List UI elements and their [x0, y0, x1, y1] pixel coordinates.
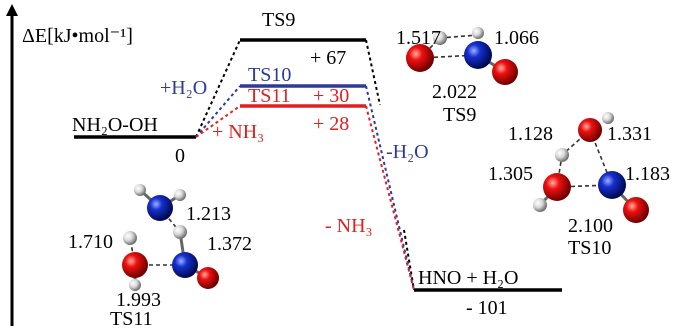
atom [122, 252, 148, 278]
level-energy: 0 [175, 145, 185, 167]
atom [147, 195, 173, 221]
level-label: TS9 [262, 9, 295, 31]
atom [623, 197, 649, 223]
distance: 1.331 [607, 123, 652, 145]
distance: 1.128 [508, 123, 553, 145]
level-energy: + 28 [313, 113, 349, 135]
annotation: + NH₃ [212, 121, 264, 143]
annotation: - NH₃ [325, 215, 373, 237]
distance: 1.710 [68, 231, 113, 253]
diagram-line [6, 4, 18, 16]
distance: 1.066 [494, 27, 539, 49]
distance: 1.517 [396, 27, 441, 49]
atom [134, 184, 146, 196]
level-label: HNO + H₂O [418, 267, 518, 289]
level-energy: + 30 [313, 85, 349, 107]
atom [464, 41, 492, 69]
distance: 2.100 [568, 215, 613, 237]
atom [472, 27, 484, 39]
level-energy: - 101 [466, 297, 508, 319]
atom [533, 198, 547, 212]
atom [543, 173, 571, 201]
atom [174, 189, 186, 201]
level-label: TS10 [248, 64, 291, 86]
distance: 2.022 [432, 81, 477, 103]
atom [197, 267, 219, 289]
distance: 1.372 [207, 233, 252, 255]
distance: 1.183 [625, 163, 670, 185]
annotation: -H₂O [386, 141, 429, 163]
level-energy: + 67 [310, 47, 346, 69]
level-label: TS11 [248, 85, 291, 107]
atom [555, 148, 569, 162]
distance: 1.213 [186, 203, 231, 225]
structure-label: TS9 [443, 104, 476, 126]
annotation: +H₂O [160, 77, 207, 99]
structure-label: TS10 [568, 237, 611, 259]
atom [123, 231, 137, 245]
atom [172, 252, 198, 278]
atom [598, 171, 626, 199]
distance: 1.305 [488, 163, 533, 185]
structure-label: TS11 [110, 308, 153, 328]
atom [492, 59, 518, 85]
axis-label: ΔE[kJ•mol⁻¹] [22, 25, 133, 47]
atom [173, 225, 187, 239]
atom [578, 118, 602, 142]
level-label: NH₂O-OH [72, 114, 158, 136]
diagram-line [366, 40, 380, 105]
energy-diagram: ΔE[kJ•mol⁻¹] NH₂O-OH 0 TS9 + 67 TS10 + 3… [0, 0, 683, 328]
